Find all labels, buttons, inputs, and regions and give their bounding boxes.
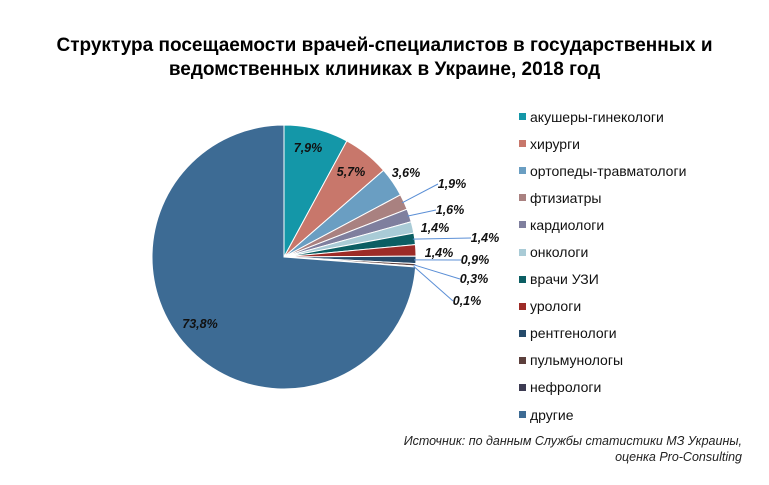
chart-title-line-2: ведомственных клиниках в Украине, 2018 г…: [168, 59, 601, 80]
data-label: 1,6%: [436, 203, 465, 217]
legend-swatch: [519, 248, 526, 256]
legend-label: фтизиатры: [530, 189, 602, 206]
leader-line: [407, 209, 437, 217]
legend: акушеры-гинекологи хирурги ортопеды-травма…: [519, 103, 686, 428]
legend-swatch: [519, 194, 526, 202]
legend-swatch: [519, 411, 526, 419]
pie-data-labels: 7,9% 5,7% 3,6% 1,9% 1,6% 1,4% 1,4% 1,4% 0,9% 0,3%…: [182, 141, 499, 331]
legend-swatch: [519, 275, 526, 283]
legend-label: урологи: [530, 298, 582, 315]
legend-label: кардиологи: [530, 216, 605, 233]
legend-label: врачи УЗИ: [530, 271, 599, 288]
leader-line: [401, 183, 439, 204]
data-label: 0,1%: [453, 294, 482, 308]
legend-item: врачи УЗИ: [519, 266, 686, 293]
legend-label: хирурги: [530, 135, 581, 152]
legend-swatch: [519, 113, 526, 121]
leader-line: [413, 266, 454, 302]
data-label: 7,9%: [294, 141, 323, 155]
data-label: 0,9%: [461, 253, 490, 267]
legend-label: акушеры-гинекологи: [530, 108, 664, 125]
legend-item: акушеры-гинекологи: [519, 103, 686, 130]
legend-swatch: [519, 356, 526, 364]
data-label: 5,7%: [337, 165, 366, 179]
data-label: 3,6%: [392, 166, 421, 180]
source-note: Источник: по данным Службы статистики МЗ…: [404, 433, 742, 465]
data-label: 73,8%: [182, 317, 217, 331]
legend-swatch: [519, 167, 526, 175]
legend-item: нефрологи: [519, 374, 686, 401]
source-line-1: Источник: по данным Службы статистики МЗ…: [403, 434, 742, 448]
data-label: 1,4%: [425, 246, 454, 260]
legend-swatch: [519, 302, 526, 310]
legend-item: хирурги: [519, 130, 686, 157]
legend-swatch: [519, 140, 526, 148]
legend-swatch: [519, 221, 526, 229]
legend-label: онкологи: [530, 244, 589, 261]
leader-line: [413, 264, 461, 280]
data-label: 1,4%: [421, 221, 450, 235]
legend-item: фтизиатры: [519, 184, 686, 211]
legend-item: пульмунологы: [519, 347, 686, 374]
legend-label: пульмунологы: [530, 352, 624, 369]
legend-item: кардиологи: [519, 211, 686, 238]
legend-swatch: [519, 329, 526, 337]
legend-swatch: [519, 383, 526, 391]
legend-item: другие: [519, 401, 686, 428]
legend-label: рентгенологи: [530, 325, 617, 342]
legend-item: ортопеды-травматологи: [519, 157, 686, 184]
legend-item: онкологи: [519, 238, 686, 265]
label-leader-lines: [401, 183, 472, 302]
data-label: 0,3%: [460, 272, 489, 286]
source-line-2: оценка Pro-Consulting: [615, 450, 742, 464]
data-label: 1,4%: [471, 231, 500, 245]
data-label: 1,9%: [438, 177, 467, 191]
pie-slices: [151, 124, 417, 390]
legend-label: нефрологи: [530, 379, 602, 396]
chart-title: Структура посещаемости врачей-специалист…: [0, 34, 769, 82]
legend-label: ортопеды-травматологи: [530, 162, 687, 179]
chart-title-line-1: Структура посещаемости врачей-специалист…: [56, 35, 713, 56]
legend-item: рентгенологи: [519, 320, 686, 347]
legend-label: другие: [530, 406, 574, 423]
leader-line: [412, 237, 472, 240]
legend-item: урологи: [519, 293, 686, 320]
pie-slice: [151, 124, 417, 390]
